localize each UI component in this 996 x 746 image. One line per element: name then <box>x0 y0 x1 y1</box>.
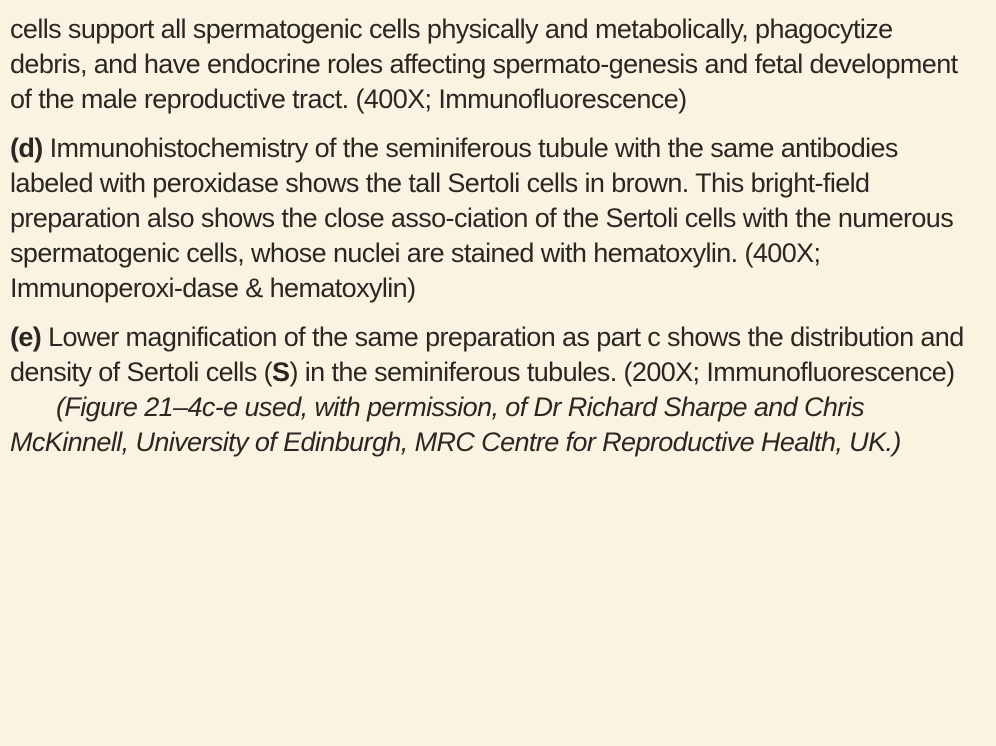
figure-credit-text: (Figure 21–4c-e used, with permission, o… <box>10 392 901 457</box>
sertoli-cell-reference-s: S <box>272 357 290 387</box>
caption-label-d: (d) <box>10 133 43 163</box>
caption-text-d: Immunohistochemistry of the seminiferous… <box>10 133 954 303</box>
caption-paragraph-e: (e) Lower magnification of the same prep… <box>10 320 976 390</box>
caption-text-c-continued: cells support all spermatogenic cells ph… <box>10 14 958 114</box>
caption-paragraph-c-continued: cells support all spermatogenic cells ph… <box>10 12 976 117</box>
caption-paragraph-d: (d) Immunohistochemistry of the seminife… <box>10 131 976 306</box>
figure-credit: (Figure 21–4c-e used, with permission, o… <box>10 390 976 460</box>
caption-text-e-part2: ) in the seminiferous tubules. (200X; Im… <box>289 357 955 387</box>
caption-text-e-part1: Lower magnification of the same preparat… <box>10 322 964 387</box>
caption-label-e: (e) <box>10 322 42 352</box>
